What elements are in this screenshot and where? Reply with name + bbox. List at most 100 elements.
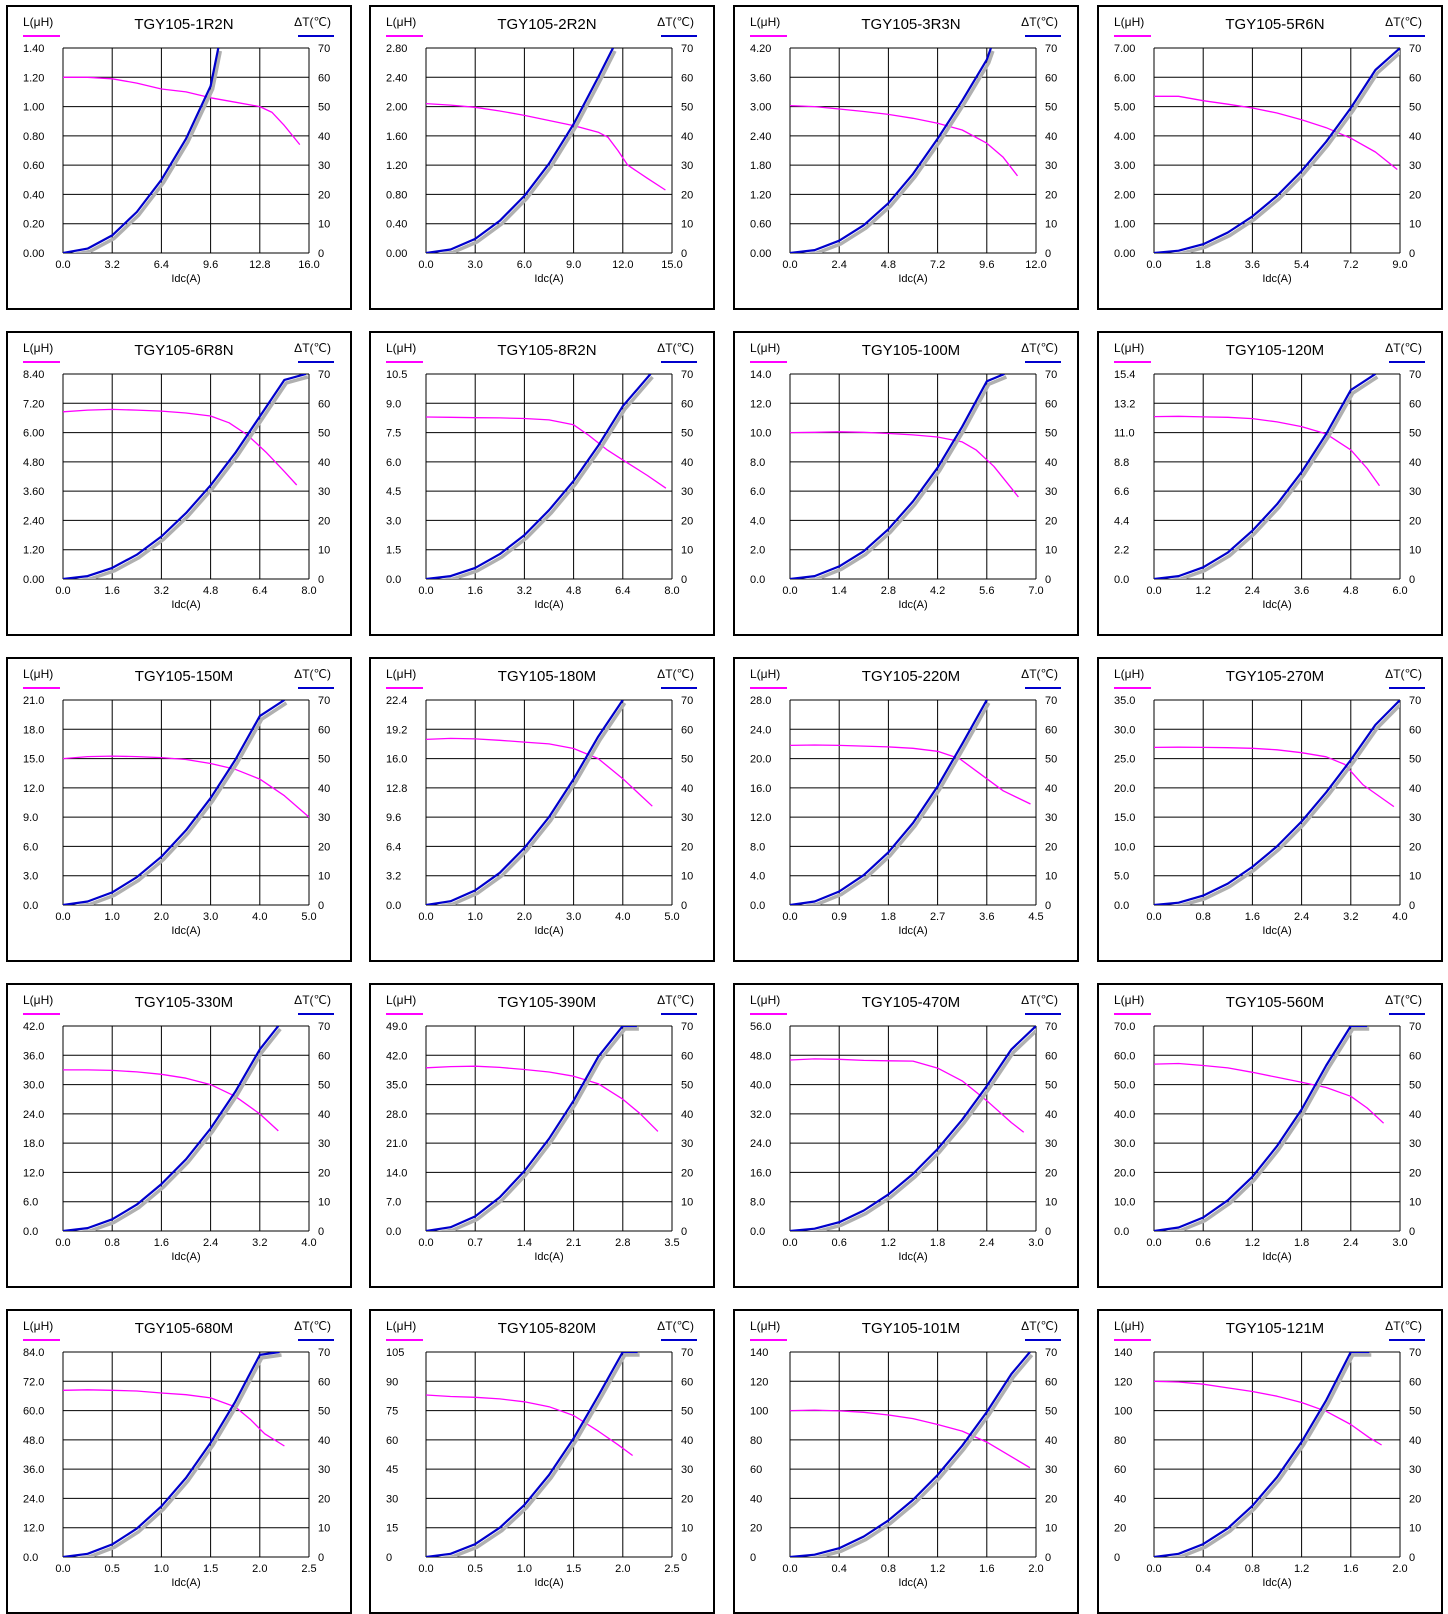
x-tick-label: 9.0 [566, 259, 581, 271]
right-tick-label: 40 [318, 131, 330, 143]
left-tick-label: 56.0 [750, 1021, 771, 1033]
right-tick-label: 0 [318, 1552, 324, 1564]
right-tick-label: 50 [681, 754, 693, 766]
chart-panel: L(μH) TGY105-101M ΔT(℃) 0.0 0.4 0.8 1.2 1.6 2.0 0… [733, 1309, 1079, 1614]
right-tick-label: 10 [681, 545, 693, 557]
inductance-curve [63, 76, 301, 146]
left-tick-label: 50.0 [1114, 1080, 1135, 1092]
x-tick-label: 4.0 [252, 911, 267, 923]
right-tick-label: 30 [318, 1138, 330, 1150]
chart-title: TGY105-2R2N [497, 16, 596, 33]
temperature-curve-shadow [437, 1353, 640, 1557]
right-tick-label: 20 [1045, 841, 1057, 853]
right-tick-label: 70 [318, 369, 330, 381]
x-tick-label: 1.0 [517, 1563, 532, 1575]
inductance-curve [790, 1058, 1025, 1133]
x-tick-label: 4.0 [1392, 911, 1407, 923]
chart-svg: L(μH) TGY105-1R2N ΔT(℃) 0.0 3.2 6.4 9.6 12.8 16.… [23, 15, 334, 285]
left-tick-label: 36.0 [23, 1464, 44, 1476]
x-tick-label: 2.0 [1392, 1563, 1407, 1575]
x-tick-label: 1.2 [1294, 1563, 1309, 1575]
left-tick-label: 80 [750, 1435, 762, 1447]
left-tick-label: 40.0 [1114, 1109, 1135, 1121]
inductance-curve [790, 104, 1019, 177]
right-tick-label: 30 [681, 1464, 693, 1476]
left-axis-label: L(μH) [386, 1319, 416, 1333]
left-tick-label: 3.0 [386, 515, 401, 527]
left-tick-label: 60 [750, 1464, 762, 1476]
chart-svg: L(μH) TGY105-101M ΔT(℃)0.0 0.4 0.8 1.2 1.6 2.00… [750, 1319, 1061, 1589]
chart-panel: L(μH) TGY105-120M ΔT(℃) 0.0 1.2 2.4 3.6 4.8 6.0 0… [1097, 331, 1443, 636]
x-tick-label: 0.0 [782, 259, 797, 271]
x-tick-label: 0.6 [832, 1237, 847, 1249]
temperature-curve-shadow [1164, 1027, 1370, 1231]
right-axis-label: ΔT(℃) [294, 15, 331, 29]
right-axis-label: ΔT(℃) [294, 667, 331, 681]
x-tick-label: 1.6 [105, 585, 120, 597]
x-tick-label: 0.0 [782, 585, 797, 597]
left-tick-label: 30.0 [1114, 724, 1135, 736]
right-tick-label: 20 [318, 1167, 330, 1179]
left-axis-label: L(μH) [750, 15, 780, 29]
chart-panel: L(μH) TGY105-6R8N ΔT(℃) 0.0 1.6 3.2 4.8 6.4 8.0 0… [6, 331, 352, 636]
inductance-curve [1154, 95, 1398, 171]
x-tick-label: 0.0 [418, 1563, 433, 1575]
right-tick-label: 50 [318, 754, 330, 766]
left-tick-label: 70.0 [1114, 1021, 1135, 1033]
left-tick-label: 120 [1114, 1376, 1132, 1388]
right-tick-label: 10 [1045, 545, 1057, 557]
left-axis-label: L(μH) [23, 15, 53, 29]
right-tick-label: 60 [318, 72, 330, 84]
chart-panel: L(μH) TGY105-2R2N ΔT(℃) 0.0 3.0 6.0 9.0 12.0 15.… [369, 5, 715, 310]
x-tick-label: 4.8 [203, 585, 218, 597]
left-tick-label: 15 [386, 1523, 398, 1535]
left-tick-label: 15.0 [23, 754, 44, 766]
left-tick-label: 16.0 [750, 1167, 771, 1179]
chart-panel: L(μH) TGY105-100M ΔT(℃) 0.0 1.4 2.8 4.2 5.6 7.0 0… [733, 331, 1079, 636]
x-tick-label: 0.7 [468, 1237, 483, 1249]
x-tick-label: 0.0 [1146, 585, 1161, 597]
chart-title: TGY105-270M [1226, 668, 1324, 685]
right-tick-label: 20 [1045, 1493, 1057, 1505]
chart-svg: L(μH) TGY105-680M ΔT(℃)0.0 0.5 1.0 1.5 2.0 2.50… [23, 1319, 334, 1589]
x-tick-label: 3.2 [105, 259, 120, 271]
left-tick-label: 10.5 [386, 369, 407, 381]
x-tick-label: 8.0 [301, 585, 316, 597]
left-tick-label: 0.20 [23, 219, 44, 231]
x-tick-label: 4.8 [881, 259, 896, 271]
right-axis-label: ΔT(℃) [1385, 1319, 1422, 1333]
right-tick-label: 10 [1409, 1523, 1421, 1535]
x-tick-label: 1.4 [832, 585, 847, 597]
right-tick-label: 30 [1045, 1464, 1057, 1476]
temperature-curve-shadow [435, 702, 627, 905]
x-tick-label: 4.2 [930, 585, 945, 597]
left-tick-label: 1.00 [23, 102, 44, 114]
right-tick-label: 50 [1409, 1406, 1421, 1418]
left-tick-label: 12.0 [750, 398, 771, 410]
inductance-curve [63, 1389, 285, 1447]
x-tick-label: 1.6 [1343, 1563, 1358, 1575]
right-tick-label: 10 [681, 871, 693, 883]
left-tick-label: 25.0 [1114, 754, 1135, 766]
temperature-rise-curve [1154, 1352, 1370, 1557]
left-tick-label: 6.0 [750, 486, 765, 498]
right-tick-label: 20 [1045, 1167, 1057, 1179]
x-tick-label: 2.0 [1028, 1563, 1043, 1575]
temperature-rise-curve [790, 1352, 1031, 1557]
x-tick-label: 0.8 [1196, 911, 1211, 923]
right-axis-label: ΔT(℃) [1385, 993, 1422, 1007]
left-tick-label: 60 [1114, 1464, 1126, 1476]
right-tick-label: 50 [1045, 102, 1057, 114]
right-tick-label: 10 [681, 1523, 693, 1535]
chart-title: TGY105-121M [1226, 1320, 1324, 1337]
x-tick-label: 2.4 [832, 259, 847, 271]
right-tick-label: 40 [681, 783, 693, 795]
right-tick-label: 30 [681, 486, 693, 498]
right-tick-label: 10 [318, 545, 330, 557]
x-tick-label: 6.4 [615, 585, 630, 597]
right-tick-label: 20 [681, 1493, 693, 1505]
right-tick-label: 20 [318, 515, 330, 527]
temperature-curve-shadow [435, 1027, 639, 1231]
right-tick-label: 20 [1045, 515, 1057, 527]
right-tick-label: 50 [1045, 428, 1057, 440]
